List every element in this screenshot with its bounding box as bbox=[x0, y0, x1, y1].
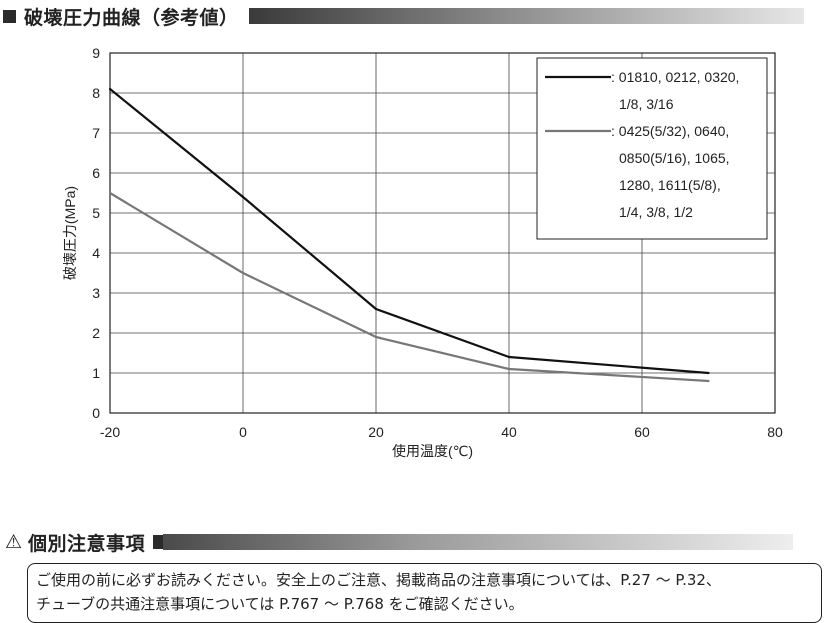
x-tick-label: 80 bbox=[767, 424, 783, 440]
y-tick-label: 2 bbox=[92, 325, 100, 341]
legend-box bbox=[536, 57, 768, 240]
plot-frame bbox=[109, 52, 776, 414]
y-tick-label: 0 bbox=[92, 405, 100, 421]
chart-lines bbox=[108, 87, 710, 383]
x-tick-label: 40 bbox=[501, 424, 517, 440]
y-tick-label: 8 bbox=[92, 85, 100, 101]
data-point bbox=[707, 371, 710, 375]
y-tick-label: 5 bbox=[92, 205, 100, 221]
data-point bbox=[374, 307, 378, 311]
data-point bbox=[108, 191, 112, 195]
y-tick-label: 1 bbox=[92, 365, 100, 381]
caution-square-icon bbox=[153, 535, 164, 549]
x-tick-label: 60 bbox=[634, 424, 650, 440]
y-tick-label: 3 bbox=[92, 285, 100, 301]
section-header-chart: 破壊圧力曲線（参考値） bbox=[0, 4, 830, 29]
header-gradient-bar bbox=[248, 8, 804, 24]
x-tick-label: -20 bbox=[100, 424, 120, 440]
caution-text-line2: チューブの共通注意事項については P.767 ～ P.768 をご確認ください。 bbox=[36, 595, 524, 613]
x-tick-label: 0 bbox=[239, 424, 247, 440]
data-point bbox=[707, 379, 710, 383]
data-point bbox=[507, 355, 511, 359]
legend-label: 1/4, 3/8, 1/2 bbox=[619, 204, 693, 220]
data-point bbox=[108, 87, 112, 91]
section-header-caution: ⚠ 個別注意事項 bbox=[0, 530, 830, 555]
data-point bbox=[374, 335, 378, 339]
caution-notice-box: ご使用の前に必ずお読みください。安全上のご注意、掲載商品の注意事項については、P… bbox=[27, 563, 822, 623]
data-point bbox=[507, 367, 511, 371]
caution-gradient-bar bbox=[163, 534, 794, 550]
chart-axes bbox=[109, 52, 776, 414]
legend-label: 0850(5/16), 1065, bbox=[619, 150, 730, 166]
data-point bbox=[241, 271, 245, 275]
y-tick-label: 7 bbox=[92, 125, 100, 141]
header-square-icon bbox=[3, 9, 16, 23]
section-title: 破壊圧力曲線（参考値） bbox=[24, 6, 239, 29]
x-tick-label: 20 bbox=[368, 424, 384, 440]
chart-legend: : 01810, 0212, 0320, 1/8, 3/16 : 0425(5/32… bbox=[536, 57, 768, 240]
legend-label: 1/8, 3/16 bbox=[619, 96, 674, 112]
legend-label: : 0425(5/32), 0640, bbox=[611, 123, 729, 139]
legend-label: 1280, 1611(5/8), bbox=[619, 177, 721, 193]
y-tick-label: 9 bbox=[92, 45, 100, 61]
data-point bbox=[241, 195, 245, 199]
y-tick-label: 4 bbox=[92, 245, 100, 261]
warning-icon: ⚠ bbox=[5, 531, 23, 553]
y-axis-label: 破壊圧力(MPa) bbox=[62, 186, 78, 280]
caution-text-line1: ご使用の前に必ずお読みください。安全上のご注意、掲載商品の注意事項については、P… bbox=[36, 571, 721, 589]
x-axis-label: 使用温度(℃) bbox=[392, 443, 473, 459]
y-tick-label: 6 bbox=[92, 165, 100, 181]
caution-title: 個別注意事項 bbox=[28, 532, 146, 555]
legend-label: : 01810, 0212, 0320, bbox=[611, 69, 739, 85]
